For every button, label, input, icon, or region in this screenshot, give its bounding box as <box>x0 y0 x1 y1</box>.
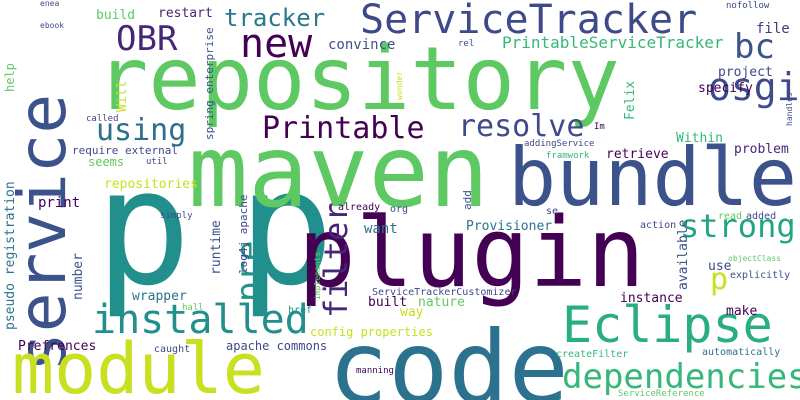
word-org: org <box>390 204 409 215</box>
word-prefrences: Prefrences <box>18 339 97 354</box>
word-installed: installed <box>92 297 309 343</box>
word-runtime: runtime <box>209 220 224 275</box>
word-enea: enea <box>40 0 60 8</box>
word-eclipse: Eclipse <box>562 296 773 354</box>
word-util: util <box>146 157 168 167</box>
word-caught: caught <box>154 344 191 355</box>
word-hall: hall <box>182 303 204 313</box>
word-repository: repository <box>96 28 620 130</box>
word-felix: Felix <box>623 80 638 120</box>
word-apache-commons: apache commons <box>226 339 328 353</box>
word-simply: simply <box>160 211 193 221</box>
word-pseudo-registration: pseudo registration <box>3 181 18 330</box>
word-spring-enterprise: spring enterprise <box>203 27 216 140</box>
word-help: help <box>3 63 17 92</box>
word-resolve: resolve <box>458 109 585 144</box>
word-use: use <box>708 259 732 274</box>
word-automatically: automatically <box>702 347 781 358</box>
word-convince: convince <box>328 37 396 53</box>
word-addingservice: addingService <box>524 139 595 149</box>
word-restart: restart <box>158 6 213 21</box>
word-called: called <box>86 114 119 124</box>
word-createfilter: createFilter <box>556 349 629 360</box>
word-print: print <box>38 195 81 211</box>
word-maven: maven <box>188 113 490 230</box>
word-explicitly: explicitly <box>730 270 791 281</box>
word-new: new <box>240 21 313 67</box>
word-add: add <box>461 190 474 210</box>
word-build: build <box>96 8 136 23</box>
word-retrieve: retrieve <box>606 147 669 162</box>
word-wrapper: wrapper <box>132 289 187 304</box>
word-seems: seems <box>88 155 125 169</box>
word-bc: bc <box>734 27 775 67</box>
word-using: using <box>96 113 187 148</box>
word-servicetracker: ServiceTracker <box>360 0 698 43</box>
word-href: href <box>288 305 313 316</box>
word-instance: instance <box>620 291 683 306</box>
word-servicereference: ServiceReference <box>618 389 705 399</box>
word-within: Within <box>676 131 723 146</box>
word-p-large: p <box>95 134 192 321</box>
word-will: Will <box>115 80 130 112</box>
word-printableservicetracker: PrintableServiceTracker <box>502 33 724 52</box>
word-p-small: p <box>710 262 729 297</box>
word-ebook: ebook <box>40 21 65 30</box>
word-nature: nature <box>418 295 465 310</box>
word-handles: handles <box>785 92 794 126</box>
word-available: available <box>676 219 691 290</box>
word-number: number <box>71 253 86 300</box>
word-provisioner: Provisioner <box>466 219 553 234</box>
word-already: already <box>338 202 381 213</box>
word-manning: manning <box>356 366 394 376</box>
word-bundle: bundle <box>508 131 797 224</box>
word-p-large-2: p <box>238 134 335 321</box>
word-file: file <box>756 21 790 37</box>
word-printable: Printable <box>262 111 425 146</box>
word-nofollow: nofollow <box>726 1 770 11</box>
word-want: want <box>364 221 398 237</box>
word-action: action <box>640 220 677 231</box>
word-require-external: require external <box>72 144 178 157</box>
word-filter: filter <box>317 202 355 318</box>
word-config-properties: config properties <box>310 325 433 339</box>
word-tracker: tracker <box>224 4 326 32</box>
word-project: project <box>718 65 773 80</box>
word-log4j-apache: log4j apache <box>237 194 250 274</box>
word-framwork: framwork <box>546 151 590 161</box>
word-im: Im <box>594 122 605 132</box>
word-read: read <box>718 211 743 222</box>
word-wonder: wonder <box>395 71 404 100</box>
word-rel: rel <box>458 39 475 49</box>
word-problem: problem <box>734 142 789 157</box>
word-se: se <box>546 206 559 217</box>
word-servicetrackercustomizer: ServiceTrackerCustomizer <box>372 287 517 298</box>
word-strong: strong <box>680 207 796 245</box>
word-make: make <box>726 304 758 319</box>
word-implements: implements <box>313 251 322 300</box>
word-module: module <box>12 328 265 400</box>
word-dependencies: dependencies <box>562 357 800 397</box>
word-built: built <box>368 295 408 310</box>
word-obr: OBR <box>116 19 178 59</box>
word-repositories: repositories <box>104 177 198 192</box>
word-plugin: plugin <box>298 197 645 309</box>
word-code: code <box>328 309 569 400</box>
word-osgi: osgi <box>708 65 800 109</box>
word-way: way <box>400 305 424 320</box>
word-added: added <box>746 211 777 222</box>
word-specify: specify <box>698 81 753 96</box>
word-objectclass: objectClass <box>728 254 781 263</box>
